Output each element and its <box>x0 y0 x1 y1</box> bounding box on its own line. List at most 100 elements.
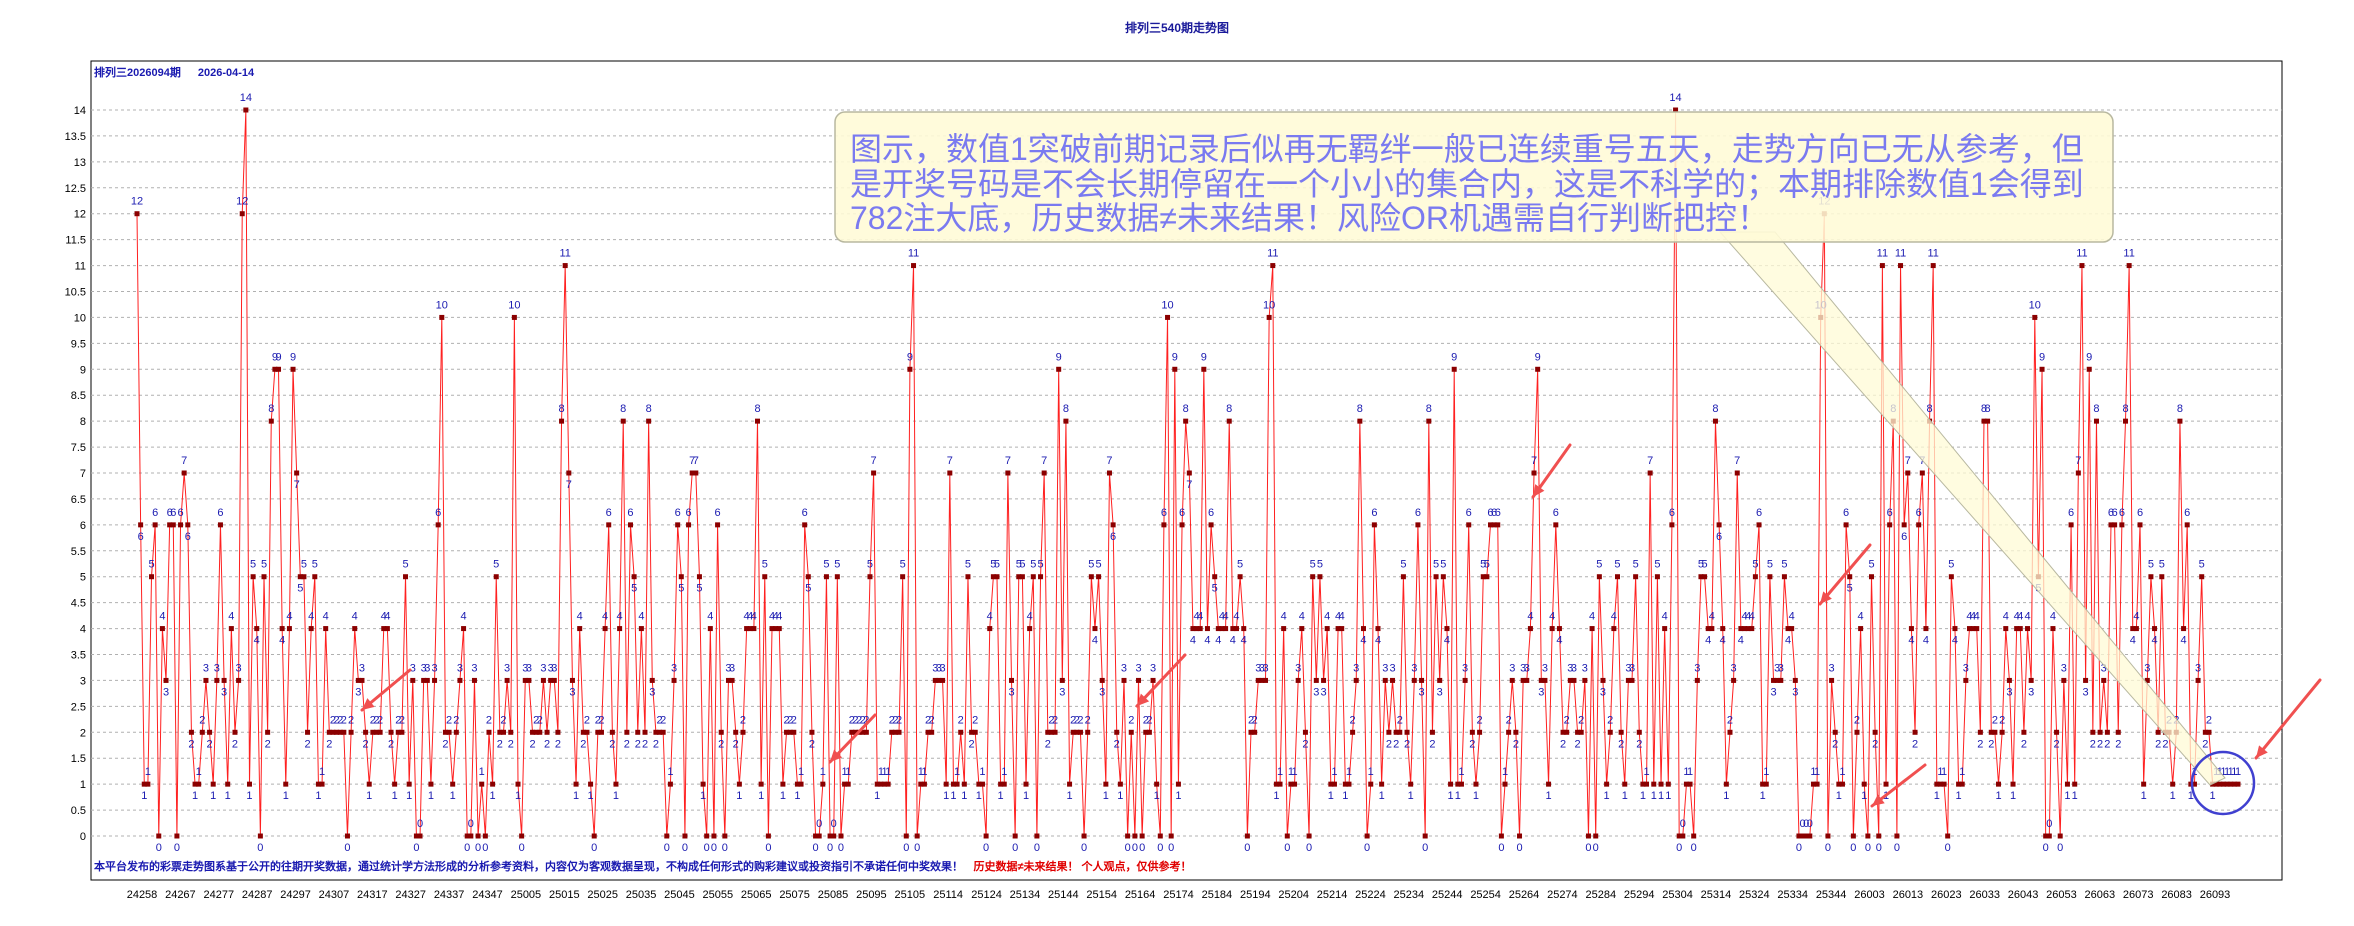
data-label: 2 <box>860 714 866 726</box>
data-label: 4 <box>1709 611 1715 623</box>
data-label: 5 <box>990 559 996 571</box>
data-point <box>519 833 525 839</box>
data-label: 4 <box>2024 611 2030 623</box>
data-point <box>1096 574 1102 580</box>
data-point <box>348 729 354 735</box>
data-label: 0 <box>1825 842 1831 854</box>
data-label: 2 <box>1477 714 1483 726</box>
data-point <box>1048 729 1054 735</box>
data-label: 6 <box>1901 531 1907 543</box>
data-label: 2 <box>1397 714 1403 726</box>
x-tick-label: 24337 <box>434 889 465 901</box>
data-label: 4 <box>1549 611 1555 623</box>
data-label: 2 <box>1564 714 1570 726</box>
data-label: 7 <box>1734 455 1740 467</box>
data-point <box>1676 833 1682 839</box>
data-point <box>638 626 644 632</box>
data-point <box>1636 729 1642 735</box>
data-label: 6 <box>2137 507 2143 519</box>
data-label: 5 <box>1212 583 1218 595</box>
data-point <box>217 522 223 528</box>
data-point <box>1059 677 1065 683</box>
data-label: 2 <box>1302 738 1308 750</box>
data-label: 2 <box>1727 714 1733 726</box>
data-point <box>1542 677 1548 683</box>
data-label: 2 <box>1085 714 1091 726</box>
data-point <box>1241 626 1247 632</box>
x-tick-label: 25075 <box>779 889 810 901</box>
data-label: 3 <box>1121 662 1127 674</box>
data-label: 4 <box>773 611 779 623</box>
data-label: 2 <box>2155 738 2161 750</box>
data-label: 1 <box>1956 790 1962 802</box>
data-label: 1 <box>2072 790 2078 802</box>
data-point <box>410 677 416 683</box>
data-point <box>1219 626 1225 632</box>
data-label: 1 <box>1665 790 1671 802</box>
data-point <box>461 626 467 632</box>
data-label: 6 <box>138 531 144 543</box>
data-point <box>1429 729 1435 735</box>
data-label: 8 <box>1226 403 1232 415</box>
x-tick-label: 25264 <box>1509 889 1540 901</box>
data-point <box>199 729 205 735</box>
data-label: 0 <box>838 842 844 854</box>
data-point <box>1016 574 1022 580</box>
data-label: 0 <box>1865 842 1871 854</box>
data-label: 8 <box>620 403 626 415</box>
x-tick-label: 25085 <box>818 889 849 901</box>
data-label: 2 <box>1070 714 1076 726</box>
data-point <box>2104 729 2110 735</box>
data-point <box>1321 677 1327 683</box>
data-point <box>863 729 869 735</box>
data-label: 4 <box>1705 635 1711 647</box>
data-label: 2 <box>852 714 858 726</box>
data-point <box>1154 781 1160 787</box>
data-label: 1 <box>1277 766 1283 778</box>
y-tick-label: 10.5 <box>65 287 86 299</box>
data-label: 4 <box>1966 611 1972 623</box>
data-point <box>838 833 844 839</box>
data-point <box>1850 833 1856 839</box>
data-point <box>2054 729 2060 735</box>
callout-line-1: 图示，数值1突破前期记录后似再无羁绊一般已连续重号五天，走势方向已无从参考，但 <box>850 131 2084 167</box>
data-point <box>239 211 245 217</box>
data-label: 4 <box>286 611 292 623</box>
y-tick-label: 8 <box>80 416 86 428</box>
data-point <box>733 729 739 735</box>
data-label: 7 <box>1106 455 1112 467</box>
data-label: 0 <box>1894 842 1900 854</box>
data-point <box>1981 418 1987 424</box>
data-point <box>1244 833 1250 839</box>
data-label: 1 <box>2228 766 2234 778</box>
data-point <box>823 574 829 580</box>
data-point <box>1027 626 1033 632</box>
data-point <box>878 781 884 787</box>
data-point <box>1448 781 1454 787</box>
data-point <box>464 833 470 839</box>
data-label: 1 <box>1683 766 1689 778</box>
data-label: 1 <box>954 766 960 778</box>
arrow-head <box>1820 591 1832 604</box>
data-point <box>1353 677 1359 683</box>
data-point <box>2144 677 2150 683</box>
data-label: 3 <box>1524 662 1530 674</box>
data-point <box>704 833 710 839</box>
data-label: 6 <box>802 507 808 519</box>
data-label: 1 <box>490 790 496 802</box>
data-point <box>1956 781 1962 787</box>
data-label: 1 <box>1810 766 1816 778</box>
data-point <box>308 626 314 632</box>
data-point <box>1792 677 1798 683</box>
data-label: 4 <box>1215 635 1221 647</box>
data-label: 2 <box>207 738 213 750</box>
data-label: 11 <box>2076 248 2087 260</box>
data-label: 3 <box>526 662 532 674</box>
data-label: 5 <box>301 559 307 571</box>
data-label: 4 <box>1970 611 1976 623</box>
y-tick-label: 5.5 <box>71 546 86 558</box>
y-tick-label: 14 <box>74 105 86 117</box>
data-label: 4 <box>1444 635 1450 647</box>
data-label: 1 <box>1408 790 1414 802</box>
y-tick-label: 3 <box>80 675 86 687</box>
